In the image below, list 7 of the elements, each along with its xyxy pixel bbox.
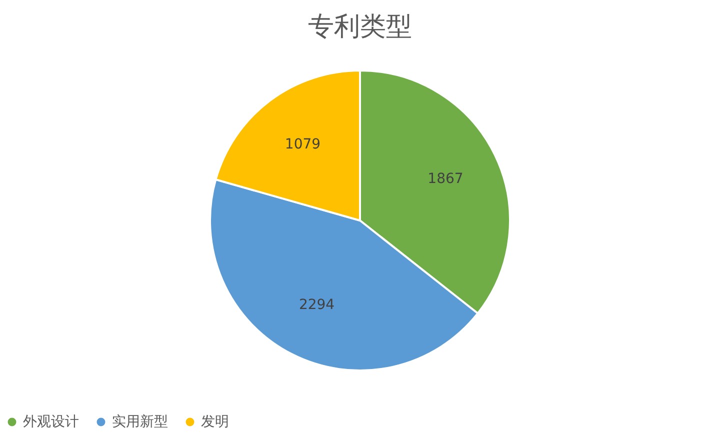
data-label: 2294 bbox=[298, 297, 335, 314]
data-label: 1867 bbox=[428, 171, 464, 188]
chart-title: 专利类型 bbox=[308, 12, 412, 42]
data-label: 1079 bbox=[284, 136, 321, 153]
legend-label: 实用新型 bbox=[112, 414, 168, 430]
legend-label: 外观设计 bbox=[23, 414, 79, 430]
legend-label: 发明 bbox=[201, 414, 229, 430]
